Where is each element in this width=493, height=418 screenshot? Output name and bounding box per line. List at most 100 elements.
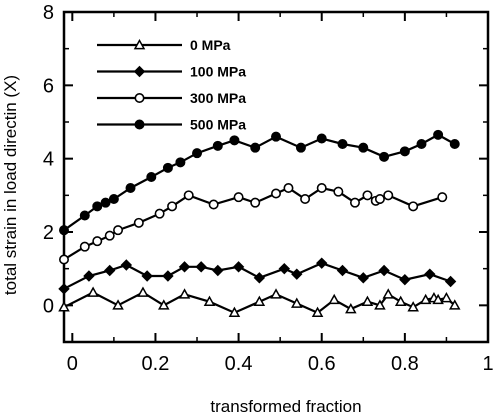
- data-point: [419, 293, 432, 305]
- data-point: [83, 270, 95, 282]
- y-axis-ticks: 0 2 4 6 8: [43, 2, 488, 343]
- data-point: [399, 273, 411, 286]
- legend: 0 MPa 100 MPa 300 MPa 500 MPa: [97, 37, 246, 133]
- legend-label: 100 MPa: [190, 64, 246, 80]
- data-point: [283, 183, 294, 194]
- y-tick-label: 4: [43, 149, 54, 171]
- data-point: [382, 288, 395, 299]
- data-point: [195, 261, 207, 273]
- data-point: [300, 194, 311, 205]
- x-axis-title: transformed fraction: [210, 397, 361, 416]
- series-0: [58, 286, 461, 318]
- series-layer: [58, 129, 461, 318]
- legend-label: 0 MPa: [190, 37, 231, 53]
- data-point: [157, 299, 170, 310]
- data-point: [79, 241, 90, 252]
- data-point: [146, 172, 157, 182]
- y-axis-title: total strain in load directin (X): [1, 75, 20, 295]
- data-point: [58, 254, 69, 265]
- data-point: [250, 142, 261, 153]
- data-point: [394, 295, 407, 307]
- data-point: [316, 133, 327, 144]
- data-point: [337, 139, 348, 149]
- data-point: [253, 295, 266, 307]
- x-axis-ticks: 0 0.2 0.4 0.6 0.8 1: [67, 12, 493, 375]
- data-point: [167, 201, 178, 212]
- series-3: [59, 129, 460, 236]
- data-point: [432, 293, 444, 305]
- x-tick-label: 0.8: [391, 353, 419, 375]
- data-point: [212, 140, 223, 151]
- data-point: [333, 186, 344, 197]
- data-point: [349, 197, 360, 208]
- data-point: [291, 297, 303, 308]
- y-tick-label: 2: [43, 222, 54, 244]
- data-point: [212, 264, 224, 277]
- x-tick-label: 0: [67, 353, 78, 375]
- data-point: [178, 261, 191, 273]
- data-point: [291, 268, 303, 280]
- data-point: [79, 210, 90, 221]
- data-point: [328, 293, 340, 305]
- y-tick-label: 0: [43, 295, 54, 317]
- data-point: [295, 142, 306, 153]
- data-point: [87, 286, 99, 297]
- data-point: [449, 139, 460, 149]
- data-point: [444, 275, 457, 288]
- data-point: [316, 183, 327, 194]
- data-point: [58, 301, 70, 312]
- plot-frame: [62, 10, 490, 344]
- data-point: [232, 261, 245, 273]
- data-point: [362, 190, 373, 201]
- legend-marker: [133, 65, 146, 78]
- data-point: [133, 217, 144, 228]
- data-point: [113, 225, 124, 236]
- data-point: [448, 299, 461, 310]
- data-point: [358, 142, 369, 153]
- data-point: [271, 131, 281, 142]
- data-point: [378, 264, 390, 277]
- y-tick-label: 8: [43, 2, 54, 24]
- data-point: [399, 146, 410, 157]
- data-point: [357, 272, 370, 284]
- data-point: [162, 270, 174, 282]
- data-point: [137, 286, 149, 297]
- data-point: [278, 262, 291, 275]
- data-point: [374, 299, 386, 310]
- data-point: [175, 157, 186, 168]
- plot-area: [62, 10, 490, 344]
- data-point: [336, 264, 349, 277]
- data-point: [383, 190, 394, 201]
- data-point: [125, 183, 136, 193]
- data-point: [250, 197, 261, 208]
- data-point: [345, 302, 357, 314]
- data-point: [253, 272, 266, 284]
- data-point: [92, 201, 103, 212]
- data-point: [437, 192, 448, 203]
- data-point: [233, 192, 244, 203]
- x-tick-label: 1: [482, 353, 493, 375]
- data-point: [440, 291, 453, 303]
- x-tick-label: 0.4: [225, 353, 253, 375]
- data-point: [112, 299, 124, 310]
- data-point: [104, 230, 115, 241]
- data-point: [424, 268, 436, 280]
- data-point: [59, 225, 69, 236]
- data-point: [316, 257, 328, 269]
- data-point: [270, 188, 281, 199]
- data-point: [361, 295, 374, 307]
- legend-marker: [134, 119, 145, 130]
- legend-marker: [133, 38, 146, 50]
- data-point: [108, 194, 119, 204]
- data-point: [183, 190, 194, 201]
- data-point: [120, 259, 133, 271]
- legend-marker: [134, 93, 145, 104]
- x-tick-label: 0.2: [142, 353, 170, 375]
- data-point: [379, 151, 390, 162]
- data-point: [154, 208, 165, 219]
- data-point: [141, 270, 153, 282]
- x-tick-label: 0.6: [308, 353, 336, 375]
- data-point: [408, 201, 419, 212]
- data-point: [311, 306, 324, 318]
